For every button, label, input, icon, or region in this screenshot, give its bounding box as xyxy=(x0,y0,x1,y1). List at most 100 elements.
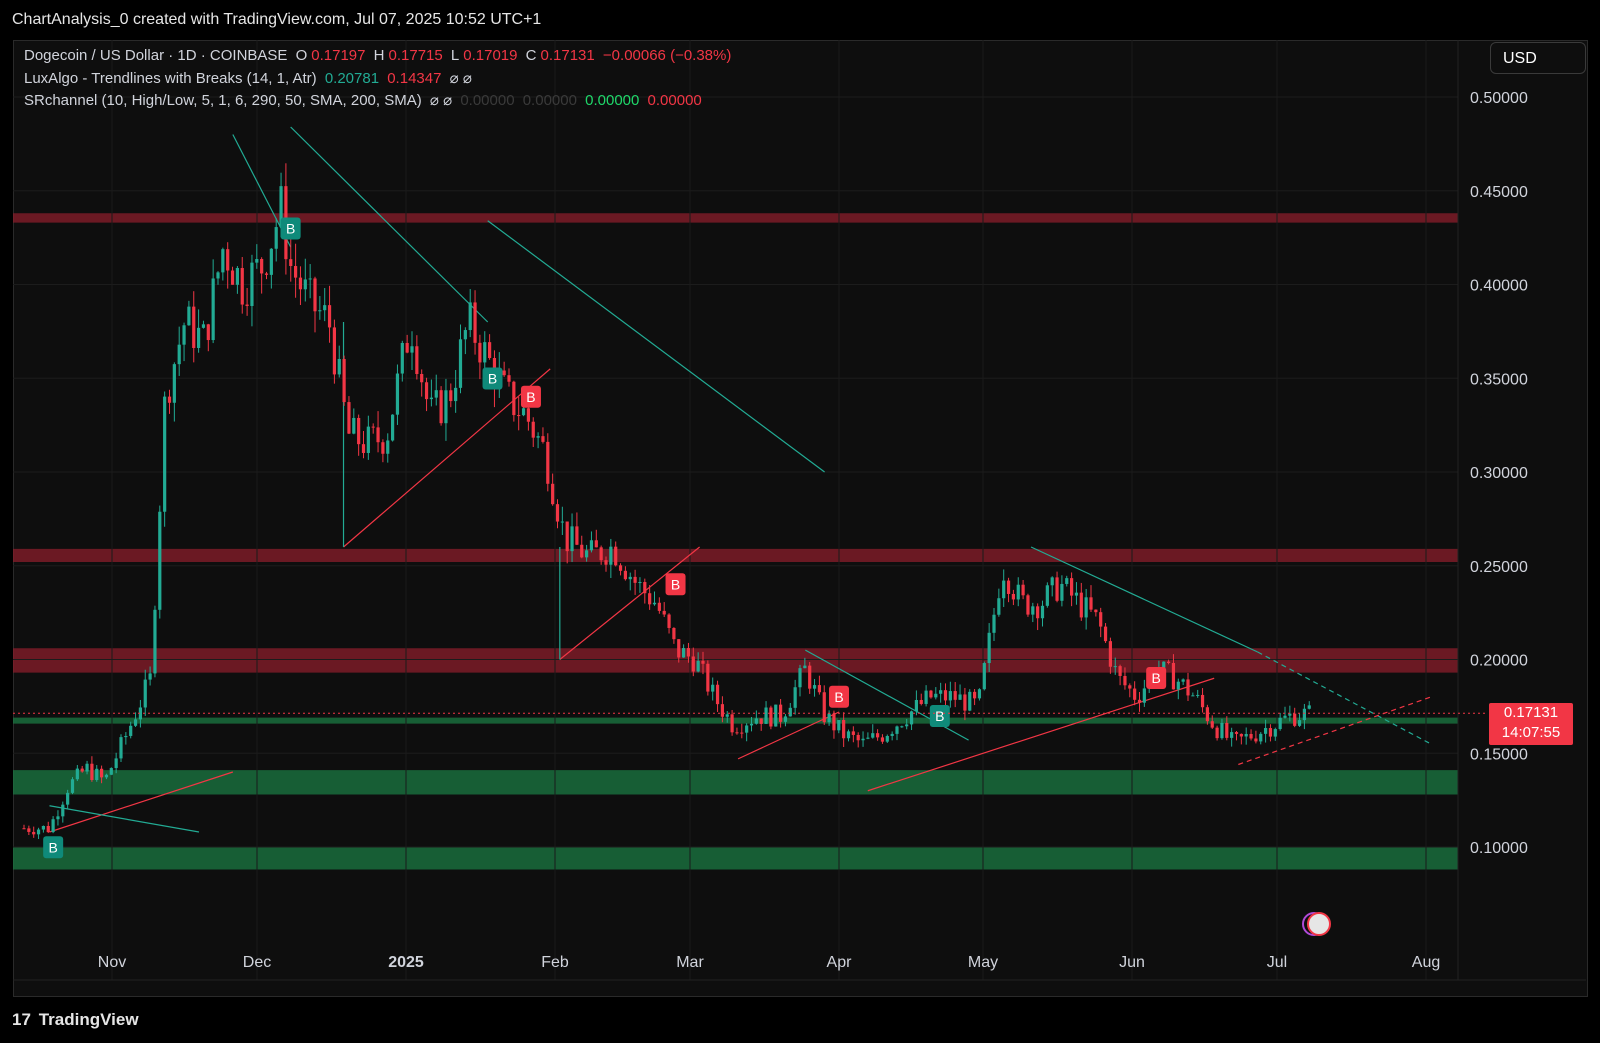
y-axis-tick-label: 0.45000 xyxy=(1470,184,1528,201)
candle-body xyxy=(686,648,691,657)
candle-body xyxy=(95,768,99,780)
candle-body xyxy=(114,758,118,769)
candle-body xyxy=(323,305,327,311)
bar-countdown: 14:07:55 xyxy=(1501,724,1561,742)
candle-body xyxy=(478,342,482,363)
candle-body xyxy=(871,733,875,738)
candle-body xyxy=(1278,717,1282,730)
candle-body xyxy=(682,648,686,658)
indicator-1-visibility-icon[interactable]: ⌀ ⌀ xyxy=(449,70,472,87)
candle-body xyxy=(1099,612,1103,627)
x-axis-tick-label: May xyxy=(968,954,998,971)
candle-body xyxy=(909,711,914,725)
candle-body xyxy=(1162,661,1166,671)
candle-body xyxy=(429,397,433,400)
indicator-1-name[interactable]: LuxAlgo - Trendlines with Breaks (14, 1,… xyxy=(24,70,317,87)
indicator-2-name[interactable]: SRchannel (10, High/Low, 5, 1, 6, 290, 5… xyxy=(24,92,422,109)
candle-body xyxy=(618,565,623,571)
candle-body xyxy=(837,720,841,731)
candle-body xyxy=(803,665,807,669)
candle-body xyxy=(1234,732,1239,734)
candle-body xyxy=(357,417,361,445)
candle-body xyxy=(555,504,560,522)
event-flag-icon[interactable] xyxy=(1302,912,1331,936)
candle-body xyxy=(749,723,754,726)
candle-body xyxy=(531,421,535,438)
candle-body xyxy=(720,704,724,717)
candle-body xyxy=(66,792,70,805)
candle-body xyxy=(783,716,788,722)
candle-body xyxy=(381,442,385,454)
candle-body xyxy=(1084,597,1088,618)
candle-body xyxy=(585,550,589,558)
support-zone xyxy=(13,847,1458,870)
candle-body xyxy=(473,302,477,343)
support-trendline xyxy=(343,368,551,548)
candle-body xyxy=(1031,606,1035,615)
candle-body xyxy=(216,272,220,279)
candle-body xyxy=(1123,675,1127,686)
candle-body xyxy=(1118,666,1122,676)
resistance-trendline xyxy=(487,220,825,473)
x-axis-tick-label: Apr xyxy=(827,954,853,971)
candle-body xyxy=(973,691,977,699)
candle-body xyxy=(347,402,351,434)
candle-body xyxy=(948,691,952,701)
legend-indicator-1[interactable]: LuxAlgo - Trendlines with Breaks (14, 1,… xyxy=(24,69,476,87)
candle-body xyxy=(677,639,681,658)
candle-body xyxy=(512,381,516,416)
candle-body xyxy=(900,726,904,728)
candle-body xyxy=(517,415,521,417)
candle-body xyxy=(327,305,332,328)
candle-body xyxy=(638,582,642,584)
indicator-1-value-a: 0.20781 xyxy=(324,70,380,87)
candle-body xyxy=(221,249,225,273)
break-label-bullish: B xyxy=(929,705,950,727)
candle-body xyxy=(594,540,598,548)
candle-body xyxy=(1268,728,1273,737)
candle-body xyxy=(27,828,31,832)
candle-body xyxy=(1244,733,1248,737)
candle-body xyxy=(1288,713,1292,716)
candle-body xyxy=(1040,605,1045,619)
candle-body xyxy=(769,707,773,727)
candle-body xyxy=(1021,584,1025,596)
indicator-2-value-c: 0.00000 xyxy=(585,92,640,109)
indicator-2-visibility-icon[interactable]: ⌀ ⌀ xyxy=(429,92,453,109)
high-label: H xyxy=(373,47,385,64)
candle-body xyxy=(1060,583,1064,601)
candle-body xyxy=(36,829,41,835)
candle-body xyxy=(61,804,65,817)
tradingview-footer[interactable]: 17 TradingView xyxy=(12,1010,139,1030)
candle-body xyxy=(439,390,443,424)
currency-button[interactable]: USD xyxy=(1490,42,1586,74)
candle-body xyxy=(890,733,894,736)
candle-body xyxy=(1196,694,1200,696)
candle-body xyxy=(240,268,244,305)
candle-body xyxy=(526,408,530,422)
candle-body xyxy=(536,436,540,438)
support-trendline-projection xyxy=(1238,696,1431,766)
candle-body xyxy=(250,262,254,306)
candle-body xyxy=(46,825,50,833)
candle-body xyxy=(992,614,996,633)
candle-body xyxy=(158,511,162,610)
candle-body xyxy=(643,582,647,594)
legend-indicator-2[interactable]: SRchannel (10, High/Low, 5, 1, 6, 290, 5… xyxy=(24,91,706,109)
candle-body xyxy=(943,690,948,701)
y-axis-tick-label: 0.30000 xyxy=(1470,465,1528,482)
candle-body xyxy=(667,614,671,628)
candle-body xyxy=(715,684,720,705)
symbol-name[interactable]: Dogecoin / US Dollar · 1D · COINBASE xyxy=(24,47,288,64)
candle-body xyxy=(1259,733,1263,742)
legend-symbol-row[interactable]: Dogecoin / US Dollar · 1D · COINBASE O 0.… xyxy=(24,47,735,64)
candle-body xyxy=(230,270,235,285)
candle-body xyxy=(483,342,487,363)
chart-frame[interactable] xyxy=(13,40,1588,997)
break-label-bearish: B xyxy=(1146,667,1167,689)
candle-body xyxy=(997,598,1001,615)
break-label-box xyxy=(1146,667,1167,689)
break-label-box xyxy=(829,685,849,708)
open-value: 0.17197 xyxy=(311,47,366,64)
